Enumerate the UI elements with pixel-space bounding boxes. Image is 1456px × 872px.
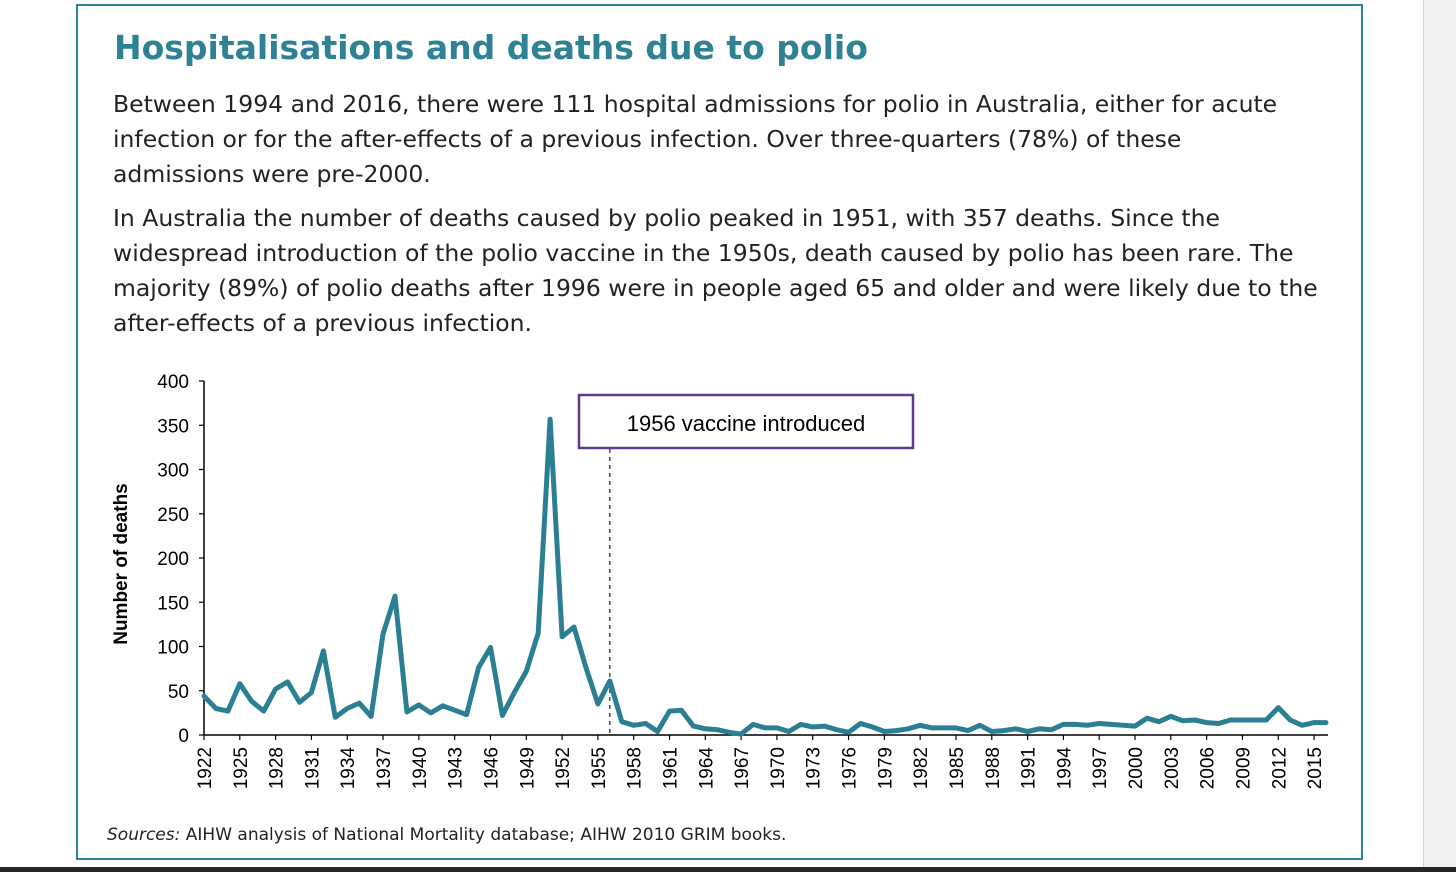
x-tick-label: 1958: [625, 747, 646, 789]
x-tick-label: 1991: [1019, 747, 1040, 789]
x-tick-label: 1973: [804, 747, 825, 789]
x-tick-label: 1979: [875, 747, 896, 789]
sources-text: AIHW analysis of National Mortality data…: [185, 825, 787, 845]
y-tick-label: 150: [157, 593, 189, 614]
sources-note: Sources: AIHW analysis of National Morta…: [107, 825, 786, 845]
x-ticks: 1922 1925 1928 1931 1934 1937 1940 1943 1946 1949…: [195, 735, 1326, 789]
page-title: Hospitalisations and deaths due to polio: [114, 28, 868, 67]
x-tick-label: 1970: [768, 747, 789, 789]
x-tick-label: 2003: [1162, 747, 1183, 789]
annotation-text: 1956 vaccine introduced: [627, 411, 866, 436]
y-tick-label: 250: [157, 505, 189, 526]
x-tick-label: 1952: [553, 747, 574, 789]
deaths-series-line: [201, 416, 1329, 737]
y-tick-label: 300: [157, 461, 189, 482]
x-tick-label: 1946: [481, 747, 502, 789]
x-tick-label: 1922: [195, 747, 216, 789]
x-tick-label: 1994: [1054, 747, 1075, 790]
x-tick-label: 1925: [231, 747, 252, 789]
x-tick-label: 1976: [840, 747, 861, 789]
x-tick-label: 1928: [267, 747, 288, 789]
y-tick-label: 200: [157, 549, 189, 570]
y-tick-label: 0: [178, 726, 189, 747]
x-tick-label: 1964: [696, 747, 717, 790]
y-ticks: 0 50 100 150 200 250 300 350 400: [157, 372, 204, 747]
paragraph-polio-deaths: In Australia the number of deaths caused…: [113, 204, 1318, 337]
x-tick-label: 1955: [589, 747, 610, 789]
x-tick-label: 1985: [947, 747, 968, 789]
x-tick-label: 2006: [1198, 747, 1219, 789]
annotation-box: [577, 393, 915, 450]
y-tick-label: 400: [157, 372, 189, 393]
x-tick-label: 2009: [1233, 747, 1254, 789]
x-tick-label: 1961: [661, 747, 682, 789]
x-tick-label: 1934: [338, 747, 359, 790]
x-tick-label: 1937: [374, 747, 395, 789]
x-tick-label: 1943: [446, 747, 467, 789]
bottom-border-bar: [0, 867, 1456, 872]
y-tick-label: 50: [168, 682, 189, 703]
x-tick-label: 1967: [732, 747, 753, 789]
x-tick-label: 1997: [1090, 747, 1111, 789]
x-tick-label: 1988: [983, 747, 1004, 789]
x-tick-label: 1940: [410, 747, 431, 789]
x-tick-label: 1982: [911, 747, 932, 789]
x-tick-label: 2015: [1305, 747, 1326, 789]
x-tick-label: 2000: [1126, 747, 1147, 789]
sources-label: Sources:: [107, 825, 181, 845]
y-tick-label: 100: [157, 638, 189, 659]
y-tick-label: 350: [157, 416, 189, 437]
x-tick-label: 1931: [302, 747, 323, 789]
right-scroll-gutter: [1423, 0, 1456, 867]
x-tick-label: 2012: [1269, 747, 1290, 789]
y-axis-label: Number of deaths: [111, 483, 132, 645]
paragraph-hospital-admissions: Between 1994 and 2016, there were 111 ho…: [113, 90, 1278, 188]
x-tick-label: 1949: [517, 747, 538, 789]
